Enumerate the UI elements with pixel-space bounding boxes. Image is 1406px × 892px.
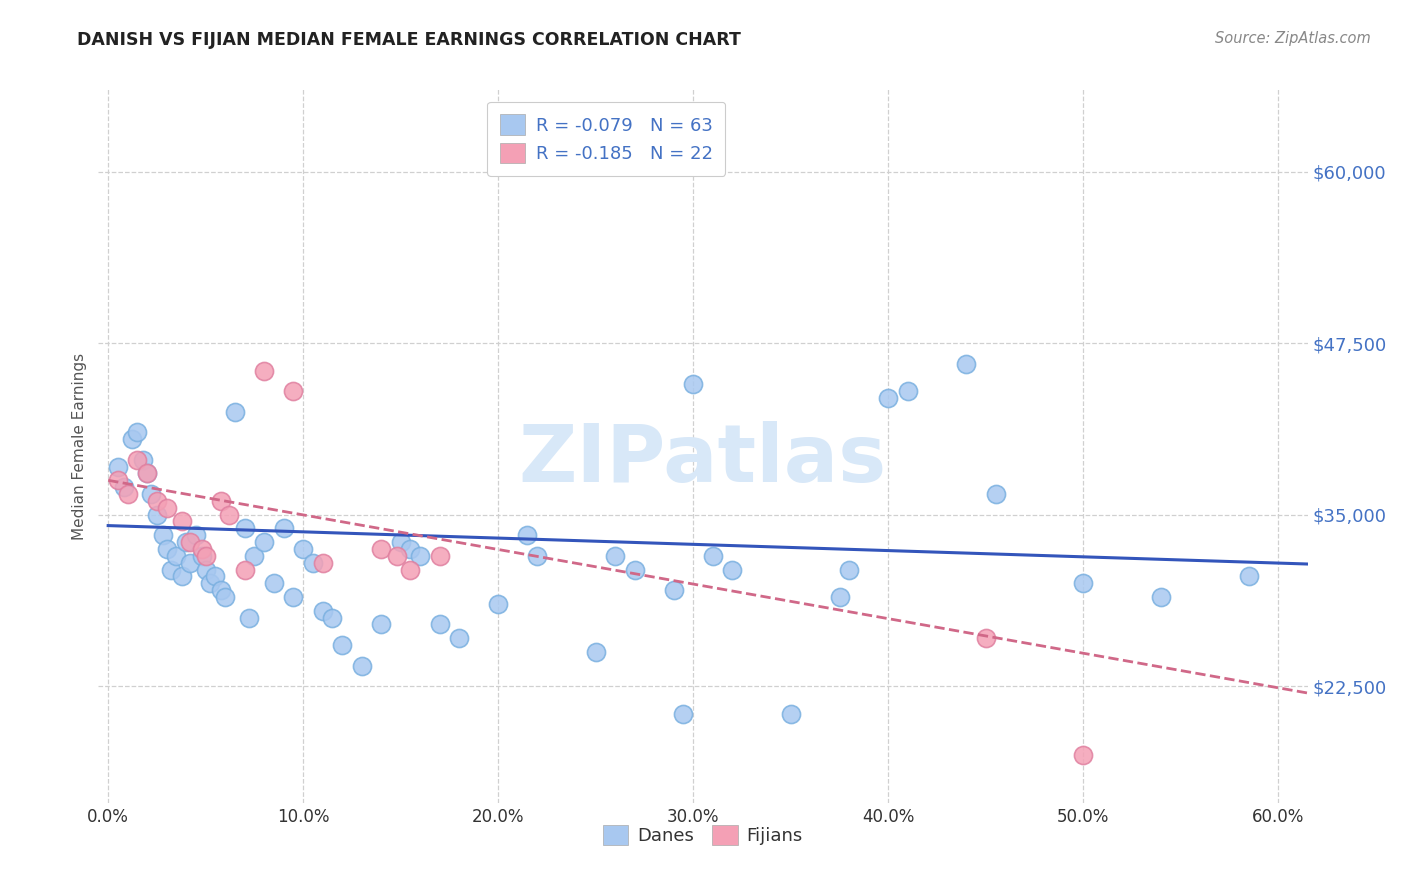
Point	[152, 528, 174, 542]
Point	[146, 494, 169, 508]
Point	[179, 556, 201, 570]
Point	[312, 556, 335, 570]
Point	[127, 452, 149, 467]
Legend: Danes, Fijians: Danes, Fijians	[595, 815, 811, 855]
Point	[302, 556, 325, 570]
Point	[399, 541, 422, 556]
Point	[399, 562, 422, 576]
Point	[243, 549, 266, 563]
Point	[838, 562, 860, 576]
Point	[112, 480, 135, 494]
Point	[233, 521, 256, 535]
Point	[156, 541, 179, 556]
Point	[136, 467, 159, 481]
Point	[184, 528, 207, 542]
Point	[623, 562, 645, 576]
Point	[218, 508, 240, 522]
Point	[172, 569, 194, 583]
Point	[321, 610, 343, 624]
Point	[370, 617, 392, 632]
Point	[156, 500, 179, 515]
Point	[385, 549, 408, 563]
Point	[429, 617, 451, 632]
Point	[1071, 576, 1094, 591]
Point	[107, 473, 129, 487]
Point	[330, 638, 353, 652]
Point	[1237, 569, 1260, 583]
Point	[312, 604, 335, 618]
Point	[253, 363, 276, 377]
Point	[233, 562, 256, 576]
Point	[516, 528, 538, 542]
Point	[984, 487, 1007, 501]
Point	[449, 631, 471, 645]
Point	[172, 515, 194, 529]
Point	[283, 590, 305, 604]
Point	[194, 562, 217, 576]
Point	[605, 549, 627, 563]
Point	[209, 494, 232, 508]
Point	[117, 487, 139, 501]
Point	[132, 452, 155, 467]
Point	[682, 377, 704, 392]
Point	[174, 535, 197, 549]
Point	[292, 541, 315, 556]
Point	[1150, 590, 1173, 604]
Point	[121, 432, 143, 446]
Point	[897, 384, 920, 398]
Point	[179, 535, 201, 549]
Text: DANISH VS FIJIAN MEDIAN FEMALE EARNINGS CORRELATION CHART: DANISH VS FIJIAN MEDIAN FEMALE EARNINGS …	[77, 31, 741, 49]
Point	[146, 508, 169, 522]
Point	[1071, 747, 1094, 762]
Point	[672, 706, 695, 721]
Point	[165, 549, 187, 563]
Point	[159, 562, 181, 576]
Point	[263, 576, 285, 591]
Point	[974, 631, 997, 645]
Point	[409, 549, 432, 563]
Point	[238, 610, 260, 624]
Point	[702, 549, 724, 563]
Point	[194, 549, 217, 563]
Point	[209, 583, 232, 598]
Point	[779, 706, 801, 721]
Point	[283, 384, 305, 398]
Point	[877, 391, 900, 405]
Point	[389, 535, 412, 549]
Text: Source: ZipAtlas.com: Source: ZipAtlas.com	[1215, 31, 1371, 46]
Point	[370, 541, 392, 556]
Point	[721, 562, 744, 576]
Point	[136, 467, 159, 481]
Point	[214, 590, 236, 604]
Point	[198, 576, 221, 591]
Point	[429, 549, 451, 563]
Point	[350, 658, 373, 673]
Point	[191, 549, 214, 563]
Y-axis label: Median Female Earnings: Median Female Earnings	[72, 352, 87, 540]
Point	[191, 541, 214, 556]
Point	[526, 549, 548, 563]
Point	[585, 645, 607, 659]
Point	[127, 425, 149, 440]
Point	[224, 405, 246, 419]
Point	[828, 590, 851, 604]
Point	[486, 597, 509, 611]
Text: ZIPatlas: ZIPatlas	[519, 421, 887, 500]
Point	[139, 487, 162, 501]
Point	[253, 535, 276, 549]
Point	[107, 459, 129, 474]
Point	[204, 569, 226, 583]
Point	[955, 357, 977, 371]
Point	[662, 583, 685, 598]
Point	[273, 521, 295, 535]
